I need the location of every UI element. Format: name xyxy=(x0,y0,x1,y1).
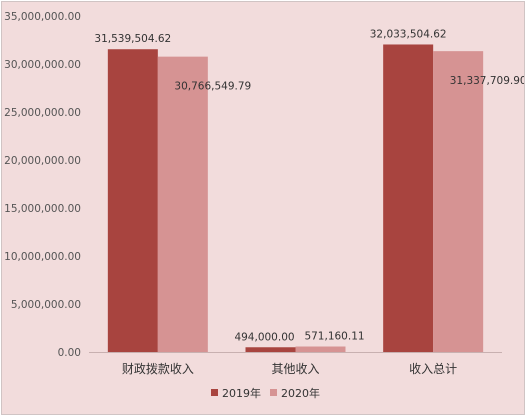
bar-series1 xyxy=(383,44,434,352)
y-tick-label: 25,000,000.00 xyxy=(4,107,81,119)
bar-series1 xyxy=(107,49,158,352)
bar-series1 xyxy=(245,347,296,352)
bar-series2 xyxy=(295,346,346,352)
y-tick-label: 35,000,000.00 xyxy=(4,11,81,23)
legend-swatch xyxy=(211,389,218,396)
data-label: 30,766,549.79 xyxy=(174,81,251,93)
legend-label: 2020年 xyxy=(281,386,320,400)
bar-series2 xyxy=(157,56,208,353)
y-tick-label: 10,000,000.00 xyxy=(4,251,81,263)
y-tick-label: 20,000,000.00 xyxy=(4,155,81,167)
category-label: 收入总计 xyxy=(409,362,457,376)
bar-series2 xyxy=(433,51,484,352)
data-label: 31,539,504.62 xyxy=(94,33,171,45)
data-label: 32,033,504.62 xyxy=(370,28,447,40)
y-tick-label: 30,000,000.00 xyxy=(4,59,81,71)
y-tick-label: 5,000,000.00 xyxy=(11,299,81,311)
legend-swatch xyxy=(270,389,277,396)
category-label: 财政拨款收入 xyxy=(122,362,194,376)
data-label: 571,160.11 xyxy=(304,331,364,343)
category-label: 其他收入 xyxy=(271,362,319,376)
y-tick-label: 0.00 xyxy=(58,347,81,359)
legend-label: 2019年 xyxy=(222,386,261,400)
y-tick-label: 15,000,000.00 xyxy=(4,203,81,215)
data-label: 31,337,709.90 xyxy=(450,75,524,87)
data-label: 494,000.00 xyxy=(234,331,294,343)
